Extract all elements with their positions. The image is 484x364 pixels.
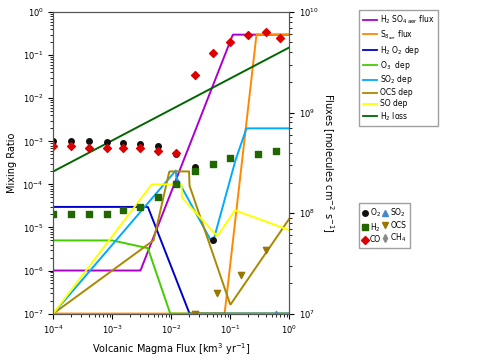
Point	[136, 204, 144, 210]
Point	[172, 182, 180, 187]
Point	[209, 51, 216, 56]
Point	[103, 145, 110, 151]
Point	[227, 39, 234, 45]
Point	[119, 145, 127, 151]
Point	[276, 35, 284, 41]
Point	[227, 155, 234, 161]
X-axis label: Volcanic Magma Flux [km$^3$ yr$^{-1}$]: Volcanic Magma Flux [km$^3$ yr$^{-1}$]	[92, 341, 251, 357]
Y-axis label: Mixing Ratio: Mixing Ratio	[7, 132, 17, 193]
Point	[237, 272, 244, 278]
Point	[67, 143, 75, 149]
Point	[191, 310, 199, 316]
Point	[172, 151, 180, 157]
Point	[49, 143, 57, 149]
Point	[119, 207, 127, 213]
Point	[213, 290, 221, 296]
Point	[272, 148, 280, 154]
Point	[103, 211, 110, 217]
Point	[262, 29, 270, 35]
Point	[67, 138, 75, 144]
Point	[85, 138, 93, 144]
Point	[85, 211, 93, 217]
Point	[154, 194, 162, 200]
Point	[136, 142, 144, 147]
Point	[255, 151, 262, 157]
Point	[103, 139, 110, 145]
Point	[191, 169, 199, 174]
Point	[172, 150, 180, 155]
Point	[49, 138, 57, 144]
Point	[272, 310, 280, 316]
Point	[244, 32, 252, 37]
Point	[209, 161, 216, 167]
Point	[209, 237, 216, 243]
Point	[136, 145, 144, 151]
Point	[154, 143, 162, 149]
Point	[119, 141, 127, 146]
Legend: O$_2$, H$_2$, CO, SO$_2$, OCS, CH$_4$: O$_2$, H$_2$, CO, SO$_2$, OCS, CH$_4$	[359, 203, 410, 248]
Point	[191, 164, 199, 170]
Point	[191, 72, 199, 78]
Point	[49, 211, 57, 217]
Point	[262, 247, 270, 253]
Y-axis label: Fluxes [molecules cm$^{-2}$ s$^{-1}$]: Fluxes [molecules cm$^{-2}$ s$^{-1}$]	[320, 93, 335, 233]
Point	[154, 148, 162, 154]
Point	[67, 211, 75, 217]
Point	[85, 145, 93, 151]
